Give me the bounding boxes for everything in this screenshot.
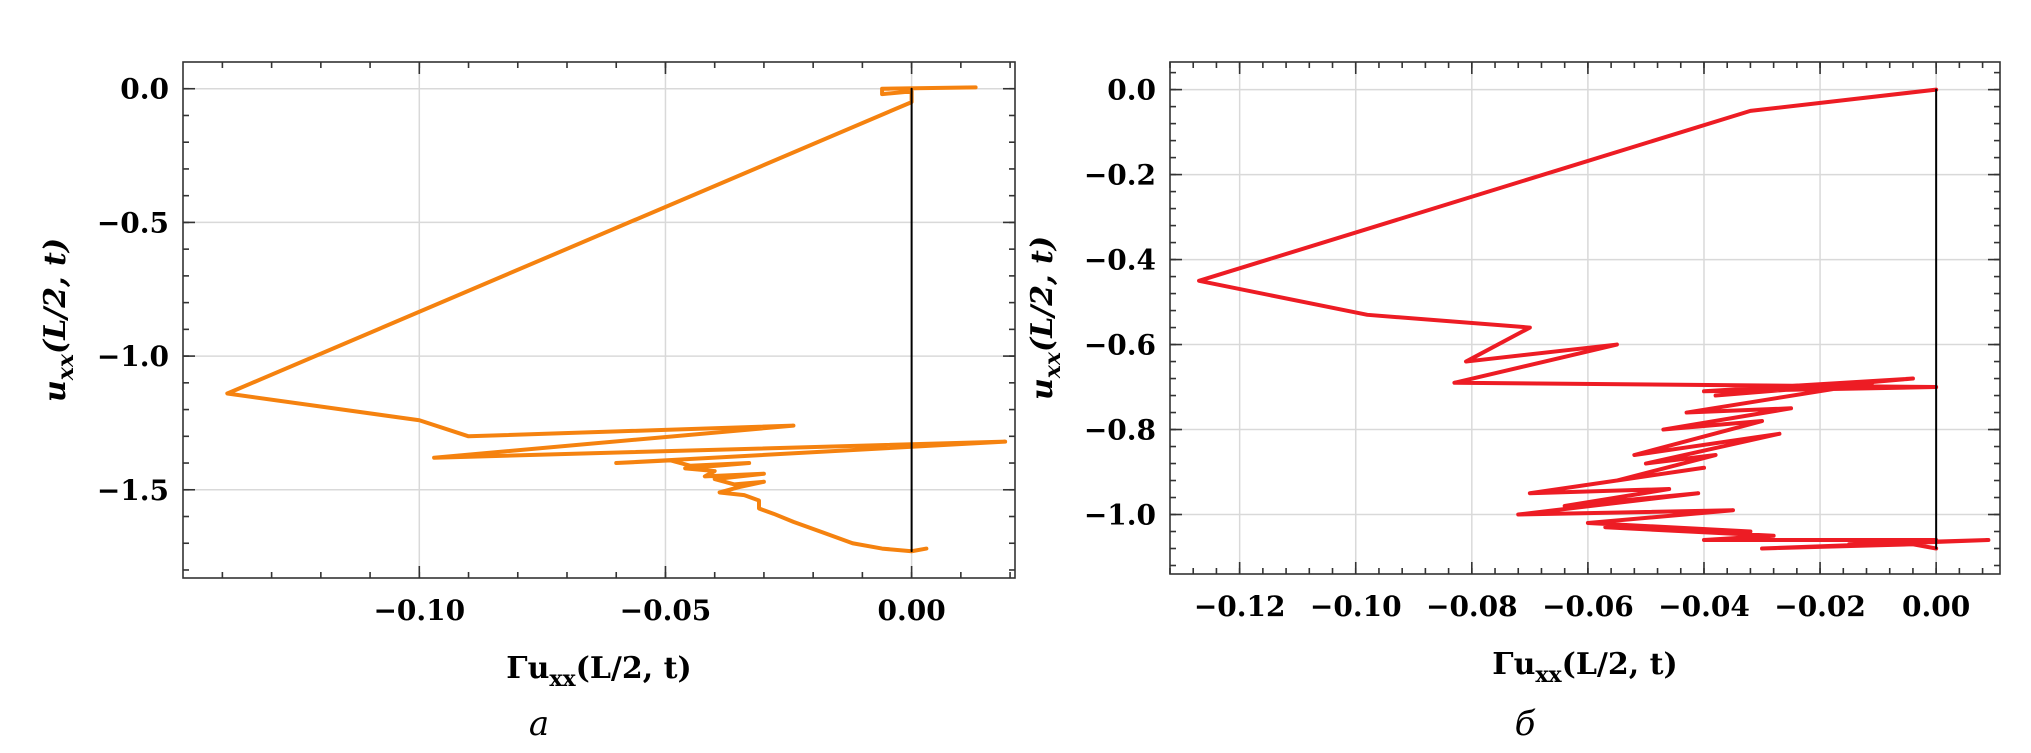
y-tick-label: −0.5 <box>97 206 169 239</box>
x-tick-label: −0.02 <box>1774 590 1866 623</box>
x-tick-label: −0.04 <box>1658 590 1750 623</box>
y-tick-label: −0.6 <box>1084 329 1156 362</box>
chart-panel-b: −0.12 −0.10 −0.08 −0.06 −0.04 −0.02 0.00 0.0 −0.… <box>1025 61 2001 744</box>
x-tick-label: 0.00 <box>878 594 946 627</box>
x-tick-label: −0.06 <box>1542 590 1634 623</box>
y-tick-label: −1.0 <box>97 340 169 373</box>
y-tick-label: −0.4 <box>1084 244 1156 277</box>
trajectory-series-line <box>225 85 1008 554</box>
y-tick-label: 0.0 <box>120 73 169 106</box>
y-tick-label: −1.0 <box>1084 499 1156 532</box>
x-tick-label: −0.10 <box>373 594 465 627</box>
y-axis-title: uxx(L/2, t) <box>1025 236 1066 400</box>
x-tick-label: −0.08 <box>1426 590 1518 623</box>
x-axis-title: Γuxx(L/2, t) <box>1492 647 1677 688</box>
trajectory-series-line <box>1197 87 1991 551</box>
y-tick-label: −0.2 <box>1084 159 1156 192</box>
plot-frame <box>182 61 1016 579</box>
panel-label: a <box>529 704 549 744</box>
chart-panel-a: −0.10 −0.05 0.00 0.0 −0.5 −1.0 −1.5 Γuxx(L/2, t… <box>38 61 1016 744</box>
y-tick-label: −0.8 <box>1084 414 1156 447</box>
panel-label: б <box>1515 704 1536 744</box>
x-axis-title: Γuxx(L/2, t) <box>506 651 691 692</box>
y-axis-title: uxx(L/2, t) <box>38 238 79 402</box>
x-tick-label: −0.10 <box>1310 590 1402 623</box>
y-tick-label: −1.5 <box>97 474 169 507</box>
x-tick-label: −0.05 <box>620 594 712 627</box>
y-tick-label: 0.0 <box>1107 74 1156 107</box>
x-tick-label: 0.00 <box>1902 590 1970 623</box>
plot-frame <box>1169 61 2001 575</box>
x-tick-label: −0.12 <box>1194 590 1286 623</box>
